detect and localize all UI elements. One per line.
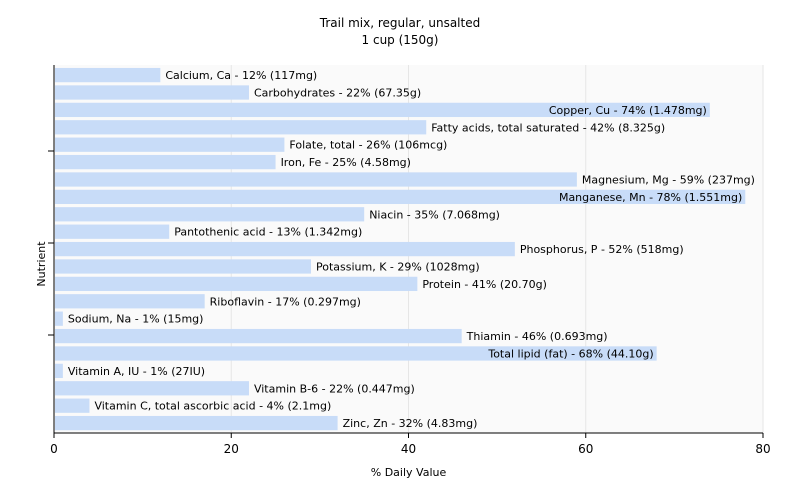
bar-label: Magnesium, Mg - 59% (237mg) [582,173,755,186]
bar [55,381,249,396]
bar-label: Carbohydrates - 22% (67.35g) [254,86,421,99]
bar-label: Calcium, Ca - 12% (117mg) [165,69,317,82]
bar [55,102,710,118]
bar-label: Copper, Cu - 74% (1.478mg) [549,104,707,117]
bar [55,224,170,239]
bar-label: Manganese, Mn - 78% (1.551mg) [559,191,742,204]
bar [55,415,338,431]
bar-label: Thiamin - 46% (0.693mg) [466,330,608,343]
bar [55,328,462,344]
x-tick-label: 80 [755,442,770,456]
chart-subtitle: 1 cup (150g) [361,33,439,47]
bar [55,346,657,361]
bar-label: Fatty acids, total saturated - 42% (8.32… [431,121,665,134]
bar-label: Pantothenic acid - 13% (1.342mg) [174,226,362,239]
bar-label: Niacin - 35% (7.068mg) [369,208,500,221]
bar-label: Total lipid (fat) - 68% (44.10g) [487,347,653,360]
chart-title: Trail mix, regular, unsalted [319,16,481,30]
bar [55,294,205,309]
bar [55,363,63,379]
bar [55,276,418,292]
bar-label: Vitamin C, total ascorbic acid - 4% (2.1… [94,400,331,413]
bar-label: Vitamin A, IU - 1% (27IU) [68,365,205,378]
x-tick-label: 40 [401,442,416,456]
bar [55,398,90,413]
bar-label: Folate, total - 26% (106mcg) [289,139,447,152]
bar [55,67,161,83]
bar [55,85,249,100]
bar [55,189,746,205]
bar-label: Protein - 41% (20.70g) [422,278,547,291]
bar-label: Riboflavin - 17% (0.297mg) [210,295,361,308]
bars: Calcium, Ca - 12% (117mg) Carbohydrates -… [55,67,755,431]
bar [55,259,312,274]
bar-label: Sodium, Na - 1% (15mg) [68,313,204,326]
x-tick-label: 0 [50,442,58,456]
x-tick-label: 20 [224,442,239,456]
bar-label: Potassium, K - 29% (1028mg) [316,260,480,273]
x-axis-label: % Daily Value [371,466,447,479]
bar-label: Vitamin B-6 - 22% (0.447mg) [254,382,415,395]
y-axis-label: Nutrient [35,241,48,287]
bar-label: Iron, Fe - 25% (4.58mg) [281,156,411,169]
bar-label: Zinc, Zn - 32% (4.83mg) [343,417,478,430]
bar [55,241,515,257]
bar [55,120,427,135]
axes: 0 20 40 60 80 [48,65,771,456]
bar [55,311,63,326]
x-tick-label: 60 [578,442,593,456]
bar [55,172,577,187]
bar-label: Phosphorus, P - 52% (518mg) [520,243,684,256]
bar [55,154,276,170]
bar [55,137,285,152]
bar [55,207,365,222]
